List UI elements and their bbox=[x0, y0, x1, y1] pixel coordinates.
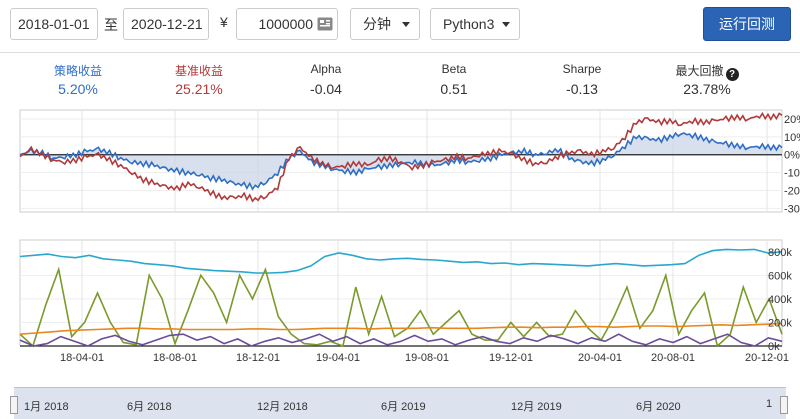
stat-value: 23.78% bbox=[683, 81, 731, 97]
y-tick-label: 0% bbox=[784, 150, 800, 162]
navigator-label: 6月 2018 bbox=[127, 401, 172, 413]
frequency-value: 分钟 bbox=[363, 16, 391, 32]
stat-label: Beta bbox=[441, 62, 467, 76]
series-orange-line bbox=[19, 322, 783, 335]
range-navigator[interactable]: 1月 2018 6月 2018 12月 2018 6月 2019 12月 201… bbox=[10, 387, 788, 419]
x-tick-label: 18-12-01 bbox=[236, 352, 280, 364]
capital-input[interactable]: 1000000 bbox=[236, 8, 338, 40]
stat-label: Sharpe bbox=[562, 62, 602, 76]
chevron-down-icon bbox=[402, 22, 410, 27]
x-tick-label: 19-12-01 bbox=[489, 352, 533, 364]
y-tick-label: 20% bbox=[784, 114, 800, 126]
frequency-select[interactable]: 分钟 bbox=[350, 8, 420, 40]
stat-value: 5.20% bbox=[58, 81, 98, 97]
divider bbox=[0, 52, 800, 53]
start-date-input[interactable]: 2018-01-01 bbox=[10, 8, 98, 40]
end-date-input[interactable]: 2020-12-21 bbox=[123, 8, 209, 40]
x-tick-label: 20-08-01 bbox=[651, 352, 695, 364]
y-tick-label: -10% bbox=[784, 168, 800, 180]
stat-value: -0.13 bbox=[566, 81, 598, 97]
help-icon[interactable]: ? bbox=[725, 68, 739, 81]
plot-frame bbox=[19, 109, 783, 213]
y-tick-label: 200k bbox=[768, 317, 792, 329]
y-tick-label: 10% bbox=[784, 132, 800, 144]
navigator-label: 12月 2019 bbox=[511, 401, 562, 413]
y-tick-label: 600k bbox=[768, 270, 792, 282]
stat-label-row: 最大回撤? bbox=[652, 62, 762, 81]
navigator-left-handle[interactable] bbox=[10, 396, 18, 414]
x-tick-label: 20-04-01 bbox=[578, 352, 622, 364]
stat-max-drawdown: 最大回撤? 23.78% bbox=[652, 62, 762, 97]
toolbar: 2018-01-01 至 2020-12-21 ¥ 1000000 分钟 Pyt… bbox=[0, 0, 800, 52]
navigator-label: 1月 2018 bbox=[24, 401, 69, 413]
stat-beta: Beta 0.51 bbox=[399, 62, 509, 97]
x-tick-label: 18-04-01 bbox=[60, 352, 104, 364]
x-tick-label: 18-08-01 bbox=[153, 352, 197, 364]
run-backtest-button[interactable]: 运行回测 bbox=[703, 7, 791, 41]
navigator-label: 6月 2019 bbox=[381, 401, 426, 413]
language-select[interactable]: Python3 bbox=[430, 8, 520, 40]
calculator-icon[interactable] bbox=[317, 17, 333, 31]
series-purple-line bbox=[19, 333, 783, 347]
stat-label: 最大回撤 bbox=[675, 64, 724, 78]
x-tick-label: 20-12-01 bbox=[745, 352, 789, 364]
stat-value: 25.21% bbox=[175, 81, 223, 97]
stat-sharpe: Sharpe -0.13 bbox=[527, 62, 637, 97]
strategy-line bbox=[19, 131, 783, 191]
plot-frame bbox=[19, 239, 783, 347]
stat-strategy-return: 策略收益 5.20% bbox=[23, 62, 133, 97]
x-tick-label: 19-04-01 bbox=[316, 352, 360, 364]
stat-label: 策略收益 bbox=[53, 64, 102, 78]
stat-value: -0.04 bbox=[310, 81, 342, 97]
date-range-separator: 至 bbox=[104, 17, 118, 33]
stat-alpha: Alpha -0.04 bbox=[271, 62, 381, 97]
y-tick-label: 800k bbox=[768, 247, 792, 259]
language-value: Python3 bbox=[443, 16, 495, 32]
navigator-label: 6月 2020 bbox=[636, 401, 681, 413]
navigator-label: 12月 2018 bbox=[257, 401, 308, 413]
y-tick-label: 400k bbox=[768, 294, 792, 306]
benchmark-line bbox=[19, 111, 783, 203]
series-green-line bbox=[19, 266, 783, 348]
stat-value: 0.51 bbox=[440, 81, 468, 97]
stat-label: Alpha bbox=[310, 62, 342, 76]
chevron-down-icon bbox=[502, 22, 510, 27]
stat-benchmark-return: 基准收益 25.21% bbox=[144, 62, 254, 97]
y-tick-label: 0k bbox=[768, 341, 780, 353]
navigator-label: 1 bbox=[766, 398, 773, 410]
y-tick-label: -20% bbox=[784, 186, 800, 198]
capital-value: 1000000 bbox=[258, 16, 313, 32]
navigator-right-handle[interactable] bbox=[780, 396, 788, 414]
series-cyan-line bbox=[19, 248, 783, 274]
y-tick-label: -30% bbox=[784, 203, 800, 215]
currency-symbol: ¥ bbox=[220, 14, 228, 30]
strategy-area bbox=[20, 133, 782, 187]
stat-label: 基准收益 bbox=[174, 64, 223, 78]
x-tick-label: 19-08-01 bbox=[405, 352, 449, 364]
